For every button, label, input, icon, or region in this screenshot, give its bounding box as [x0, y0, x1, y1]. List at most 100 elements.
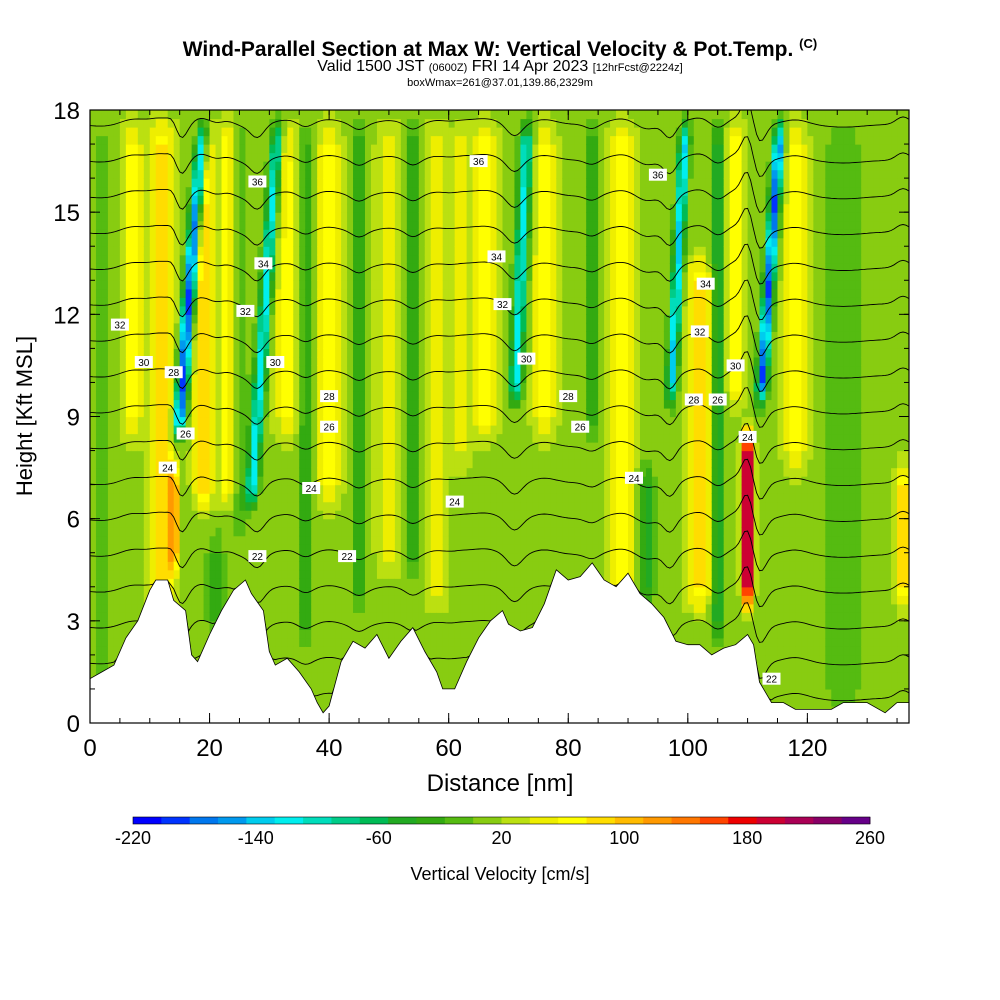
velocity-cell	[185, 484, 193, 494]
velocity-cell	[143, 561, 151, 571]
velocity-cell	[418, 552, 426, 562]
velocity-cell	[460, 629, 468, 639]
velocity-cell	[221, 467, 229, 477]
velocity-cell	[107, 169, 115, 179]
velocity-cell	[406, 578, 414, 588]
velocity-cell	[101, 586, 109, 596]
velocity-cell	[143, 212, 151, 222]
velocity-cell	[101, 144, 109, 154]
velocity-cell	[400, 595, 408, 605]
velocity-cell	[359, 399, 366, 409]
velocity-cell	[275, 527, 282, 537]
velocity-cell	[478, 178, 486, 188]
velocity-cell	[418, 127, 426, 137]
velocity-cell	[269, 144, 276, 154]
velocity-cell	[466, 535, 474, 545]
velocity-cell	[143, 178, 151, 188]
velocity-cell	[466, 501, 474, 511]
velocity-cell	[221, 518, 229, 528]
velocity-cell	[341, 535, 348, 545]
velocity-cell	[149, 501, 157, 511]
velocity-cell	[478, 322, 486, 332]
velocity-cell	[329, 195, 336, 205]
velocity-cell	[406, 356, 414, 367]
velocity-cell	[287, 229, 294, 239]
velocity-cell	[388, 297, 396, 307]
velocity-cell	[119, 535, 127, 545]
velocity-cell	[424, 144, 432, 154]
velocity-cell	[490, 263, 498, 273]
velocity-cell	[245, 220, 253, 230]
velocity-cell	[275, 646, 282, 656]
velocity-cell	[341, 476, 348, 486]
velocity-cell	[394, 144, 402, 154]
velocity-cell	[275, 212, 282, 222]
velocity-cell	[442, 135, 450, 145]
velocity-cell	[376, 518, 384, 528]
velocity-cell	[233, 127, 241, 137]
velocity-cell	[101, 552, 109, 562]
velocity-cell	[263, 246, 270, 256]
velocity-cell	[388, 382, 396, 392]
velocity-cell	[323, 476, 330, 486]
velocity-cell	[418, 569, 426, 579]
velocity-cell	[215, 110, 223, 120]
velocity-cell	[436, 229, 444, 239]
velocity-cell	[209, 527, 217, 537]
velocity-cell	[113, 416, 121, 426]
velocity-cell	[197, 373, 205, 384]
velocity-cell	[221, 373, 229, 384]
velocity-cell	[215, 254, 223, 264]
velocity-cell	[472, 110, 480, 120]
velocity-cell	[341, 416, 348, 426]
velocity-cell	[197, 356, 205, 367]
velocity-cell	[209, 348, 217, 358]
velocity-cell	[173, 237, 181, 247]
velocity-cell	[161, 518, 169, 528]
velocity-cell	[149, 442, 157, 452]
velocity-cell	[245, 476, 253, 486]
velocity-cell	[287, 127, 294, 137]
velocity-cell	[311, 331, 318, 341]
velocity-cell	[269, 390, 276, 401]
velocity-cell	[263, 569, 270, 579]
velocity-cell	[370, 433, 378, 443]
velocity-cell	[382, 237, 390, 247]
velocity-cell	[155, 322, 163, 332]
velocity-cell	[454, 297, 462, 307]
velocity-cell	[454, 382, 462, 392]
velocity-cell	[382, 280, 390, 290]
velocity-cell	[155, 237, 163, 247]
velocity-cell	[305, 110, 312, 120]
velocity-cell	[460, 552, 468, 562]
velocity-cell	[496, 373, 504, 384]
velocity-cell	[263, 237, 270, 247]
velocity-cell	[412, 169, 420, 179]
velocity-cell	[305, 399, 312, 409]
velocity-cell	[293, 578, 300, 588]
velocity-cell	[281, 629, 288, 639]
velocity-cell	[406, 425, 414, 435]
velocity-cell	[341, 356, 348, 367]
velocity-cell	[281, 416, 288, 426]
velocity-cell	[448, 118, 456, 128]
velocity-cell	[388, 339, 396, 349]
velocity-cell	[436, 288, 444, 298]
velocity-cell	[293, 212, 300, 222]
velocity-cell	[376, 254, 384, 264]
velocity-cell	[466, 212, 474, 222]
velocity-cell	[209, 510, 217, 520]
velocity-cell	[490, 569, 498, 579]
velocity-cell	[448, 399, 456, 409]
velocity-cell	[191, 459, 199, 469]
velocity-cell	[394, 425, 402, 435]
velocity-cell	[293, 544, 300, 554]
velocity-cell	[101, 237, 109, 247]
velocity-cell	[293, 612, 300, 622]
velocity-cell	[227, 493, 235, 503]
velocity-cell	[436, 578, 444, 588]
velocity-cell	[329, 118, 336, 128]
velocity-cell	[113, 237, 121, 247]
velocity-cell	[233, 416, 241, 426]
velocity-cell	[185, 127, 193, 137]
